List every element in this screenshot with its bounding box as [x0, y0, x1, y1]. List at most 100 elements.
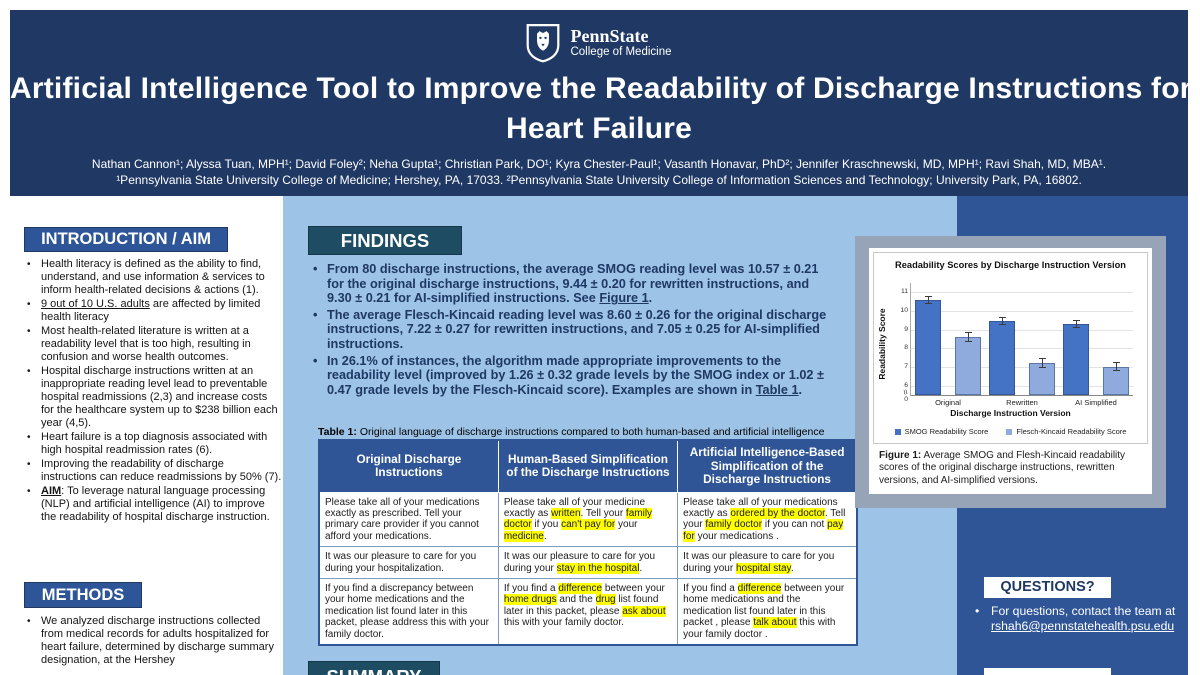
bullet-text: From 80 discharge instructions, the aver…	[327, 262, 819, 306]
bullet-item: • From 80 discharge instructions, the ave…	[310, 262, 831, 306]
gridline	[911, 386, 1133, 388]
affiliations-line: ¹Pennsylvania State University College o…	[116, 173, 1082, 187]
pennstate-shield-icon	[527, 24, 560, 63]
pennstate-logo: PennState College of Medicine	[10, 23, 1188, 63]
bullet-item: • Improving the readability of discharge …	[24, 458, 282, 484]
table-cell: If you find a difference between your ho…	[497, 577, 679, 646]
bullet-text: Heart failure is a top diagnosis associa…	[41, 431, 268, 456]
chart-x-axis-label: Discharge Instruction Version	[950, 408, 1071, 418]
summary-heading: SUMMARY	[308, 661, 440, 675]
methods-bullet-list: • We analyzed discharge instructions coll…	[24, 615, 282, 668]
bullet-text: For questions, contact the team at rshah…	[991, 604, 1176, 633]
chart-bar	[915, 299, 941, 395]
error-bar	[999, 317, 1006, 325]
table1-caption-label: Table 1:	[318, 426, 357, 438]
x-category-label: AI Simplified	[1075, 398, 1117, 407]
table-cell: It was our pleasure to care for you duri…	[318, 546, 499, 579]
authors-line: Nathan Cannon¹; Alyssa Tuan, MPH¹; David…	[91, 157, 1107, 171]
left-column: INTRODUCTION / AIM • Health literacy is d…	[10, 196, 283, 675]
bullet-text: Hospital discharge instructions written …	[41, 365, 278, 429]
bullet-dot: •	[313, 262, 318, 276]
table1-header-row: Original Discharge Instructions Human-Bas…	[318, 439, 858, 493]
table-cell: Please take all of your medications exac…	[677, 491, 858, 548]
chart-legend: SMOG Readability Score Flesch-Kincaid Rea…	[874, 427, 1147, 436]
email-link[interactable]: rshah6@pennstatehealth.psu.edu	[991, 619, 1175, 633]
bullet-item: • Health literacy is defined as the abili…	[24, 258, 282, 297]
poster-title-line1: Artificial Intelligence Tool to Improve …	[10, 72, 1188, 105]
questions-heading: QUESTIONS?	[984, 577, 1111, 598]
bullet-item: • We analyzed discharge instructions coll…	[24, 615, 282, 667]
x-category-label: Original	[935, 398, 961, 407]
x-category-label: Rewritten	[1006, 398, 1038, 407]
intro-bullet-list: • Health literacy is defined as the abili…	[24, 258, 282, 525]
middle-column: FINDINGS • From 80 discharge instructions…	[283, 196, 967, 675]
bullet-dot: •	[27, 299, 31, 310]
bullet-dot: •	[313, 353, 318, 368]
bullet-item: • Most health-related literature is writt…	[24, 325, 282, 364]
legend-marker-icon	[894, 428, 901, 435]
bullet-item: • In 26.1% of instances, the algorithm ma…	[310, 354, 831, 398]
figure1-caption-label: Figure 1:	[879, 450, 922, 461]
table-cell: If you find a discrepancy between your h…	[318, 577, 499, 646]
bullet-dot: •	[313, 307, 318, 322]
table-row: Please take all of your medications exac…	[318, 491, 858, 548]
legend-label: SMOG Readability Score	[904, 427, 989, 436]
bullet-dot: •	[27, 432, 31, 443]
bullet-dot: •	[27, 259, 31, 270]
table-cell: It was our pleasure to care for you duri…	[497, 546, 679, 579]
bullet-dot: •	[27, 366, 31, 377]
bullet-text: AIM: To leverage natural language proces…	[41, 485, 270, 523]
bullet-text: 9 out of 10 U.S. adults are affected by …	[41, 298, 261, 323]
error-bar	[1113, 361, 1120, 372]
chart-bar	[955, 337, 981, 395]
error-bar	[965, 332, 972, 343]
bullet-item: • 9 out of 10 U.S. adults are affected by…	[24, 298, 282, 324]
y-tick-label: 10	[900, 306, 908, 314]
methods-heading: METHODS	[24, 582, 142, 608]
bullet-text: Health literacy is defined as the abilit…	[41, 258, 265, 296]
gridline	[911, 367, 1133, 369]
legend-label: Flesch-Kincaid Readability Score	[1016, 427, 1127, 436]
chart-title: Readability Scores by Discharge Instruct…	[895, 260, 1126, 270]
poster: PennState College of Medicine Artificial…	[10, 10, 1188, 675]
error-bar	[925, 295, 932, 304]
chart-y-axis-label: Readability Score	[877, 308, 887, 380]
table-row: It was our pleasure to care for you duri…	[318, 546, 858, 579]
y-tick-label: 8	[904, 344, 908, 352]
table-cell: It was our pleasure to care for you duri…	[677, 546, 858, 579]
table-cell: Please take all of your medicine exactly…	[497, 491, 679, 548]
bullet-item: • Heart failure is a top diagnosis associ…	[24, 431, 282, 457]
figure1-frame: Readability Scores by Discharge Instruct…	[855, 236, 1166, 508]
bullet-text: Improving the readability of discharge i…	[41, 458, 282, 483]
questions-bullet-list: • For questions, contact the team at rsha…	[972, 604, 1180, 635]
legend-item: SMOG Readability Score	[894, 427, 989, 436]
gridline	[911, 310, 1133, 312]
table-cell: Please take all of your medications exac…	[318, 491, 499, 548]
bullet-dot: •	[27, 486, 31, 497]
y-tick-label: 11	[900, 287, 908, 295]
bullet-dot: •	[27, 616, 31, 627]
bullet-item: • The average Flesch-Kincaid reading leve…	[310, 308, 831, 352]
logo-subtitle: College of Medicine	[570, 46, 672, 58]
gridline	[911, 329, 1133, 331]
legend-item: Flesch-Kincaid Readability Score	[1006, 427, 1126, 436]
table1-header-cell: Human-Based Simplification of the Discha…	[497, 439, 679, 493]
gridline	[911, 291, 1133, 293]
bullet-text: In 26.1% of instances, the algorithm mad…	[327, 353, 824, 397]
figure1-panel: Readability Scores by Discharge Instruct…	[869, 248, 1152, 494]
bullet-dot: •	[27, 326, 31, 337]
partial-section-box	[984, 668, 1111, 675]
logo-brand: PennState	[570, 26, 649, 46]
poster-header: PennState College of Medicine Artificial…	[10, 10, 1188, 196]
bullet-item: • AIM: To leverage natural language proce…	[24, 485, 282, 524]
findings-bullet-list: • From 80 discharge instructions, the ave…	[310, 262, 831, 399]
bullet-item: • For questions, contact the team at rsha…	[972, 604, 1180, 634]
table1: Original Discharge Instructions Human-Bas…	[318, 439, 858, 646]
chart-plot: 6 7 8 9 10 11 0 ≈ Original Rewritten AI Simplified	[900, 283, 1133, 407]
bullet-text: The average Flesch-Kincaid reading level…	[327, 307, 827, 351]
gridline	[911, 348, 1133, 350]
y-tick-label: 6	[904, 382, 908, 390]
chart-bar	[989, 321, 1015, 395]
chart-bar	[1103, 366, 1129, 395]
y-tick-label: 7	[904, 363, 908, 371]
